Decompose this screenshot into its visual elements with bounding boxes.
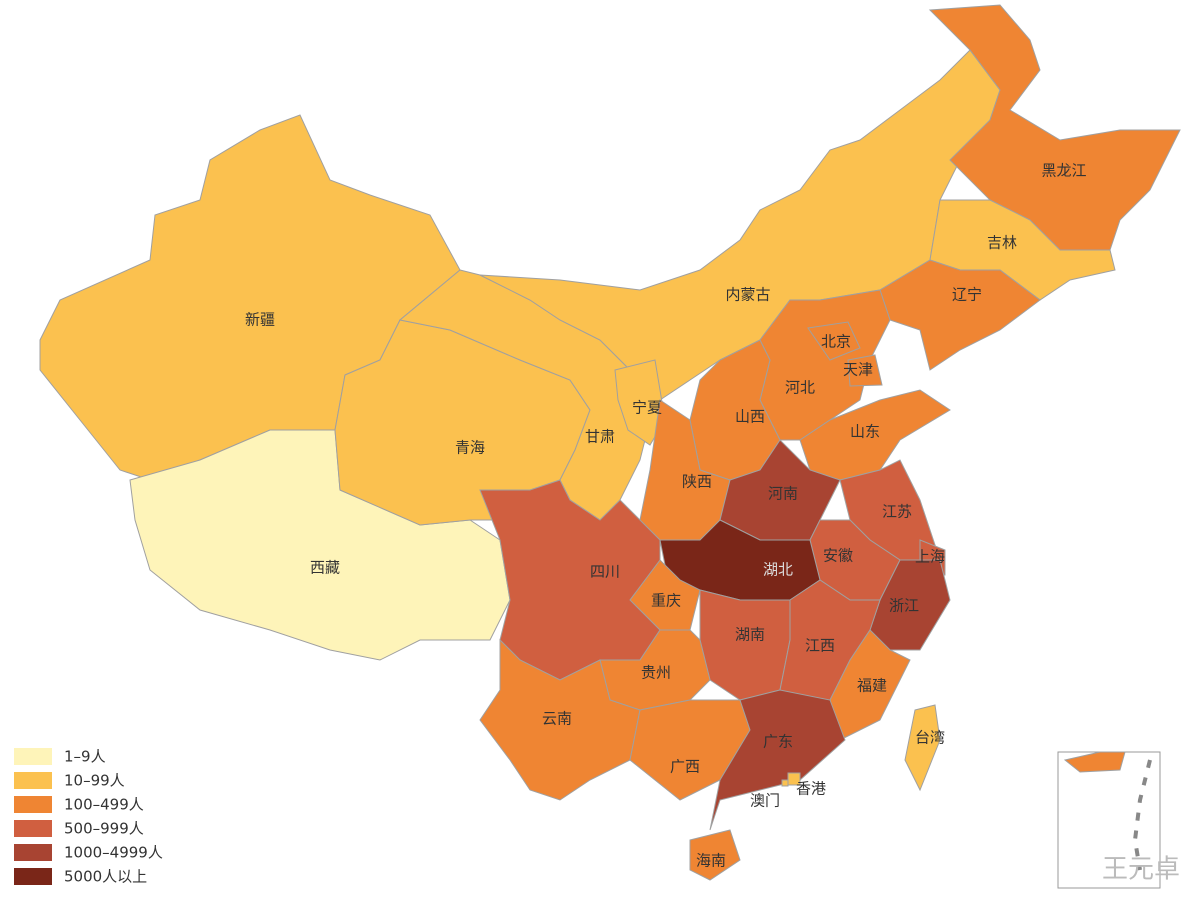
province-label: 江苏 bbox=[882, 503, 912, 521]
province-label: 西藏 bbox=[310, 559, 340, 577]
province-label: 安徽 bbox=[823, 547, 853, 565]
province-label: 江西 bbox=[805, 637, 835, 655]
province-label: 云南 bbox=[542, 710, 572, 728]
province-label: 河南 bbox=[768, 485, 798, 503]
legend-swatch bbox=[14, 844, 52, 861]
province-label: 重庆 bbox=[651, 592, 681, 610]
province-label: 山西 bbox=[735, 408, 765, 426]
inset-boundary bbox=[1132, 759, 1152, 871]
province-label: 湖北 bbox=[763, 561, 793, 579]
province bbox=[479, 638, 641, 801]
province-label: 四川 bbox=[590, 563, 620, 581]
province-label: 宁夏 bbox=[632, 399, 662, 417]
province-label: 新疆 bbox=[245, 311, 275, 329]
province-label: 天津 bbox=[843, 361, 873, 379]
province-label: 陕西 bbox=[682, 473, 712, 491]
province bbox=[904, 704, 941, 792]
province-label: 澳门 bbox=[750, 792, 780, 810]
province-label: 吉林 bbox=[987, 234, 1017, 252]
province-label: 台湾 bbox=[915, 729, 945, 747]
province-label: 上海 bbox=[915, 548, 945, 566]
province bbox=[614, 359, 666, 446]
province bbox=[879, 259, 1041, 371]
legend-swatch bbox=[14, 796, 52, 813]
legend-label: 1000–4999人 bbox=[64, 844, 163, 862]
province bbox=[847, 354, 883, 387]
province bbox=[709, 689, 846, 831]
province-label: 广西 bbox=[670, 758, 700, 776]
province bbox=[928, 4, 1181, 251]
province-label: 海南 bbox=[696, 852, 726, 870]
legend-label: 1–9人 bbox=[64, 748, 106, 766]
province bbox=[781, 779, 789, 787]
province-label: 青海 bbox=[455, 439, 485, 457]
province-label: 湖南 bbox=[735, 626, 765, 644]
province-label: 浙江 bbox=[889, 597, 919, 615]
province-label: 辽宁 bbox=[952, 286, 982, 304]
legend-label: 5000人以上 bbox=[64, 868, 147, 886]
province-label: 贵州 bbox=[641, 664, 671, 682]
province bbox=[689, 829, 741, 881]
inset-frame bbox=[1057, 751, 1161, 889]
legend-swatch bbox=[14, 772, 52, 789]
province-label: 北京 bbox=[821, 333, 851, 351]
legend-label: 500–999人 bbox=[64, 820, 144, 838]
province-label: 山东 bbox=[850, 423, 880, 441]
province bbox=[807, 321, 861, 361]
province-label: 河北 bbox=[785, 379, 815, 397]
province-label: 香港 bbox=[796, 780, 826, 798]
legend-label: 10–99人 bbox=[64, 772, 125, 790]
province-label: 福建 bbox=[857, 677, 887, 695]
province bbox=[699, 589, 791, 701]
province-label: 内蒙古 bbox=[725, 286, 770, 304]
province bbox=[129, 429, 511, 661]
province-label: 黑龙江 bbox=[1041, 162, 1086, 180]
legend-swatch bbox=[14, 748, 52, 765]
province-label: 甘肃 bbox=[585, 428, 615, 446]
watermark: 王元卓 bbox=[1102, 855, 1180, 885]
province-label: 广东 bbox=[763, 733, 793, 751]
legend-swatch bbox=[14, 820, 52, 837]
inset-land bbox=[1063, 751, 1126, 773]
legend-swatch bbox=[14, 868, 52, 885]
legend-label: 100–499人 bbox=[64, 796, 144, 814]
